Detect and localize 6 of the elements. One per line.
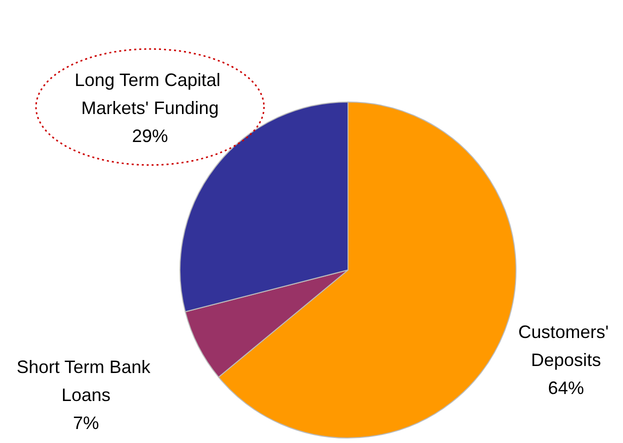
slice-label: Customers' Deposits xyxy=(518,322,614,370)
data-label: 64% xyxy=(548,378,584,398)
data-label: 29% xyxy=(132,126,168,146)
slice-label: Long Term Capital Markets' Funding xyxy=(74,70,226,118)
data-label: 7% xyxy=(72,413,100,433)
slice-label: Short Term Bank Loans xyxy=(16,357,156,405)
